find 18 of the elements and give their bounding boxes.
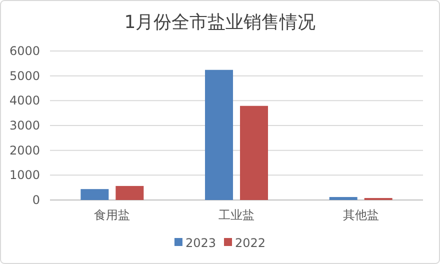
bar (205, 70, 233, 200)
y-tick-label: 5000 (9, 68, 40, 83)
x-tick-label: 工业盐 (218, 208, 254, 222)
legend-label: 2022 (235, 236, 266, 250)
bar (116, 186, 144, 200)
legend-label: 2023 (185, 236, 216, 250)
x-tick-label: 食用盐 (94, 208, 130, 222)
y-tick-label: 6000 (9, 44, 40, 58)
x-tick-label: 其他盐 (342, 208, 379, 222)
y-tick-label: 2000 (9, 143, 40, 158)
chart-title: 1月份全市盐业销售情况 (124, 12, 316, 33)
y-tick-label: 1000 (9, 168, 40, 182)
y-tick-label: 3000 (9, 118, 40, 132)
bar (329, 197, 358, 200)
y-tick-label: 0 (32, 193, 40, 207)
bar (240, 106, 268, 200)
bar (80, 189, 109, 200)
y-tick-label: 4000 (9, 94, 40, 108)
